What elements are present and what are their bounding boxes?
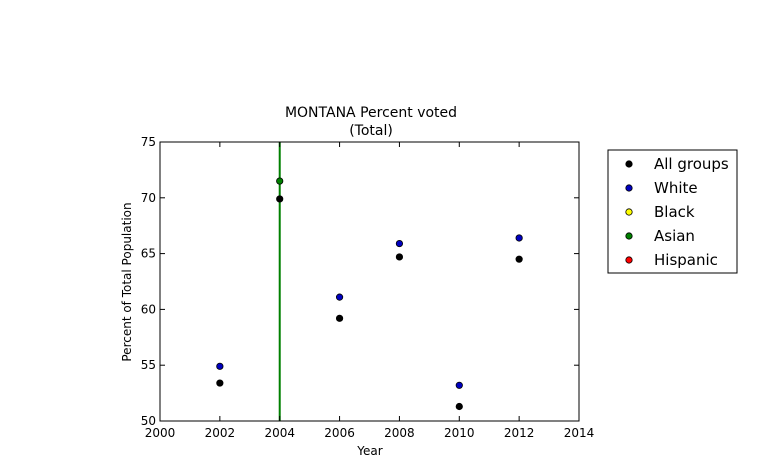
plot-area: 2000 2002 2004 2006 2008 2010 2012 2014 50 55 60 65… xyxy=(141,135,595,440)
y-tick-label: 55 xyxy=(141,358,156,372)
legend-label: All groups xyxy=(654,155,729,173)
y-tick-label: 70 xyxy=(141,191,156,205)
data-point xyxy=(515,255,523,263)
legend-marker xyxy=(625,256,633,264)
y-axis-label: Percent of Total Population xyxy=(120,202,134,361)
chart-title: MONTANA Percent voted xyxy=(285,105,457,121)
axes-frame xyxy=(159,141,580,422)
data-point xyxy=(335,314,344,322)
x-axis-label: Year xyxy=(356,444,382,458)
data-point xyxy=(455,381,463,389)
data-point xyxy=(216,379,224,387)
legend-label: White xyxy=(654,179,698,197)
data-point xyxy=(276,195,284,203)
legend-label: Asian xyxy=(654,227,695,245)
legend-marker xyxy=(625,208,633,216)
y-tick-label: 65 xyxy=(141,247,156,261)
data-point xyxy=(216,362,224,370)
data-point xyxy=(335,293,344,301)
x-tick-label: 2012 xyxy=(504,426,535,440)
data-point xyxy=(276,177,284,185)
data-point xyxy=(395,239,404,248)
legend: All groups White Black Asian Hispanic xyxy=(607,149,738,274)
y-tick-label: 75 xyxy=(141,135,156,149)
legend-marker xyxy=(625,160,633,168)
data-point xyxy=(395,253,404,261)
legend-marker xyxy=(625,232,633,240)
data-point xyxy=(515,234,523,242)
x-tick-label: 2004 xyxy=(264,426,295,440)
x-tick-label: 2014 xyxy=(564,426,595,440)
legend-marker xyxy=(625,184,633,192)
legend-label: Hispanic xyxy=(654,251,718,269)
x-tick-label: 2006 xyxy=(324,426,355,440)
x-tick-label: 2008 xyxy=(384,426,415,440)
x-tick-label: 2002 xyxy=(205,426,236,440)
y-tick-label: 60 xyxy=(141,302,156,316)
x-tick-label: 2000 xyxy=(145,426,176,440)
y-tick-label: 50 xyxy=(141,414,156,428)
data-point xyxy=(455,402,463,411)
chart-subtitle: (Total) xyxy=(349,123,393,139)
x-tick-label: 2010 xyxy=(444,426,475,440)
legend-label: Black xyxy=(654,203,695,221)
